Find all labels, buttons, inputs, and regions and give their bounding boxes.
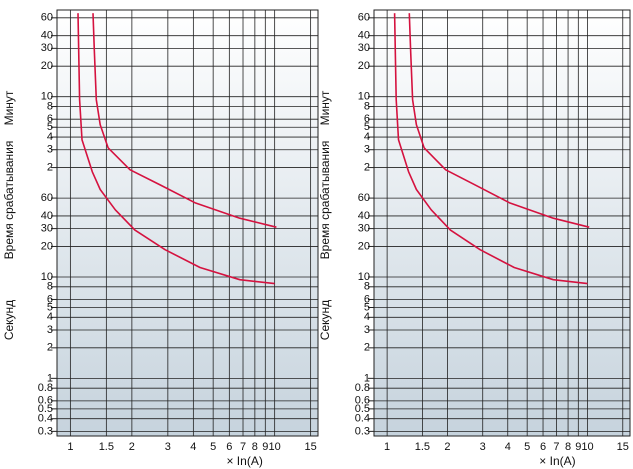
y-tick-label: 8 <box>364 281 370 293</box>
curve <box>92 13 277 228</box>
y-tick-label: 30 <box>358 223 370 235</box>
plot-area <box>373 9 631 437</box>
y-axis-title: Время срабатывания <box>318 141 332 260</box>
y-tick-label: 20 <box>41 240 53 252</box>
y-tick-label: 10 <box>41 271 53 283</box>
x-axis-title: × In(A) <box>226 454 262 468</box>
y-tick-label: 8 <box>364 100 370 112</box>
y-tick-label: 30 <box>358 42 370 54</box>
y-tick-label: 4 <box>47 131 53 143</box>
x-tick-label: 4 <box>505 441 511 453</box>
y-axis-title-minutes: Минут <box>318 90 332 125</box>
x-tick-label: 3 <box>480 441 486 453</box>
y-tick-label: 2 <box>47 342 53 354</box>
y-tick-label: 6 <box>47 113 53 125</box>
y-tick-label: 40 <box>358 30 370 42</box>
y-tick-label: 2 <box>364 161 370 173</box>
y-tick-label: 2 <box>47 161 53 173</box>
curve <box>393 13 588 285</box>
y-axis-title-minutes: Минут <box>2 90 16 125</box>
y-tick-label: 10 <box>358 91 370 103</box>
y-axis-title: Время срабатывания <box>2 141 16 260</box>
y-tick-label: 6 <box>47 293 53 305</box>
y-tick-label: 6 <box>364 293 370 305</box>
y-tick-label: 20 <box>358 60 370 72</box>
x-tick-label: 1 <box>384 441 390 453</box>
x-tick-label: 9 <box>575 441 581 453</box>
y-tick-label: 10 <box>358 271 370 283</box>
x-tick-label: 4 <box>190 441 196 453</box>
y-tick-label: 0.4 <box>355 413 370 425</box>
y-tick-label: 3 <box>364 324 370 336</box>
y-tick-label: 2 <box>364 342 370 354</box>
x-tick-label: 15 <box>617 441 629 453</box>
y-tick-label: 30 <box>41 42 53 54</box>
y-tick-label: 60 <box>41 192 53 204</box>
y-tick-label: 40 <box>41 210 53 222</box>
y-tick-label: 40 <box>41 30 53 42</box>
y-tick-label: 4 <box>364 131 370 143</box>
y-tick-label: 0.8 <box>38 382 53 394</box>
y-tick-label: 6 <box>364 113 370 125</box>
y-tick-label: 5 <box>364 121 370 133</box>
x-tick-label: 7 <box>240 441 246 453</box>
y-tick-label: 5 <box>47 301 53 313</box>
y-axis-title-seconds: Секунд <box>2 300 16 340</box>
x-tick-label: 2 <box>444 441 450 453</box>
x-axis-title: × In(A) <box>539 454 575 468</box>
y-tick-label: 10 <box>41 91 53 103</box>
x-tick-label: 1 <box>67 441 73 453</box>
y-tick-label: 3 <box>364 144 370 156</box>
y-tick-label: 30 <box>41 223 53 235</box>
y-tick-label: 60 <box>358 12 370 24</box>
y-tick-label: 60 <box>358 192 370 204</box>
y-tick-label: 0.5 <box>38 403 53 415</box>
y-tick-label: 1 <box>47 372 53 384</box>
y-tick-label: 20 <box>41 60 53 72</box>
y-tick-label: 20 <box>358 240 370 252</box>
x-tick-label: 1.5 <box>99 441 114 453</box>
y-axis-title-seconds: Секунд <box>318 300 332 340</box>
y-tick-label: 0.6 <box>355 395 370 407</box>
curve <box>408 13 590 228</box>
y-tick-label: 3 <box>47 324 53 336</box>
y-tick-label: 4 <box>47 311 53 323</box>
plot-area <box>56 9 319 437</box>
y-tick-label: 0.5 <box>355 403 370 415</box>
x-tick-label: 10 <box>581 441 593 453</box>
x-tick-label: 8 <box>565 441 571 453</box>
y-tick-label: 60 <box>41 12 53 24</box>
x-tick-label: 2 <box>129 441 135 453</box>
y-tick-label: 40 <box>358 210 370 222</box>
x-tick-label: 8 <box>252 441 258 453</box>
curve <box>77 13 275 285</box>
y-tick-label: 5 <box>47 121 53 133</box>
y-tick-label: 8 <box>47 100 53 112</box>
x-tick-label: 9 <box>262 441 268 453</box>
y-tick-label: 0.3 <box>355 425 370 437</box>
x-tick-label: 1.5 <box>415 441 430 453</box>
y-tick-label: 0.6 <box>38 395 53 407</box>
x-tick-label: 5 <box>210 441 216 453</box>
x-tick-label: 6 <box>540 441 546 453</box>
x-tick-label: 7 <box>553 441 559 453</box>
y-tick-label: 5 <box>364 301 370 313</box>
y-tick-label: 1 <box>364 372 370 384</box>
x-tick-label: 10 <box>269 441 281 453</box>
y-tick-label: 3 <box>47 144 53 156</box>
y-tick-label: 4 <box>364 311 370 323</box>
x-tick-label: 6 <box>226 441 232 453</box>
x-tick-label: 5 <box>524 441 530 453</box>
x-tick-label: 15 <box>305 441 317 453</box>
y-tick-label: 0.8 <box>355 382 370 394</box>
y-tick-label: 8 <box>47 281 53 293</box>
y-tick-label: 0.4 <box>38 413 53 425</box>
x-tick-label: 3 <box>165 441 171 453</box>
y-tick-label: 0.3 <box>38 425 53 437</box>
